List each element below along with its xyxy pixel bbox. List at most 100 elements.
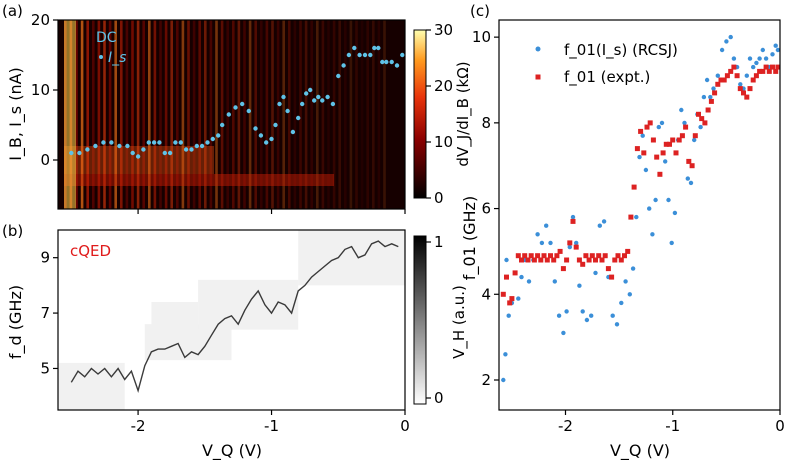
- heatmap-edge-bright: [64, 20, 76, 209]
- expt-point: [741, 90, 746, 96]
- rcsj-point: [539, 240, 545, 246]
- heatmap-band: [131, 20, 134, 209]
- rcsj-point: [593, 270, 598, 276]
- heatmap-band: [282, 20, 285, 209]
- heatmap-band: [142, 20, 145, 209]
- expt-point: [531, 257, 537, 263]
- heatmap-band: [265, 20, 269, 209]
- is-curve-point: [199, 143, 205, 149]
- x-tick-label: 0: [400, 417, 410, 435]
- expt-point: [596, 253, 602, 259]
- expt-point: [673, 150, 679, 156]
- is-curve-point: [357, 52, 362, 58]
- panel-c: -2 -1 0 2 4 6 8 10 f_01(I_s) (RCSJ) f_01 (expt.…: [460, 19, 785, 461]
- panel-c-legend: f_01(I_s) (RCSJ) f_01 (expt.): [535, 41, 678, 87]
- heatmap-band: [327, 20, 330, 209]
- panel-c-xlabel: V_Q (V): [610, 441, 670, 461]
- is-curve-point: [85, 147, 90, 152]
- rcsj-point: [501, 377, 506, 383]
- rcsj-point: [589, 313, 594, 318]
- rcsj-point: [685, 176, 690, 181]
- heatmap-band: [366, 20, 369, 209]
- panel-label-c: (c): [470, 2, 490, 20]
- is-curve-point: [109, 140, 114, 145]
- is-curve-point: [101, 140, 106, 145]
- expt-point: [773, 68, 779, 74]
- is-curve-point: [77, 150, 82, 156]
- panel-a: 0 10 20 DC I_s I_B, I_s (nA) 0 10 20 30 dV_J/…: [6, 11, 473, 214]
- panel-b-annotation: cQED: [70, 242, 111, 260]
- expt-point: [667, 141, 672, 147]
- heatmap-band: [349, 20, 353, 209]
- rcsj-point: [516, 296, 521, 301]
- expt-point: [647, 120, 653, 126]
- y-tick-label: 10: [31, 81, 50, 99]
- rcsj-point: [688, 180, 694, 186]
- colorbar-tick-label: 20: [434, 77, 453, 95]
- rcsj-point: [634, 214, 639, 220]
- is-curve-point: [304, 91, 309, 96]
- y-tick-label: 0: [40, 151, 50, 169]
- is-curve-point: [135, 154, 141, 159]
- is-curve-point: [372, 45, 377, 51]
- rcsj-point: [757, 56, 762, 61]
- heatmap-band: [338, 20, 341, 209]
- colorbar-tick-label: 30: [434, 21, 453, 39]
- is-curve-point: [269, 136, 274, 142]
- rcsj-point: [773, 43, 778, 48]
- heatmap-ridge-lower: [64, 174, 334, 186]
- expt-point: [715, 81, 721, 87]
- y-tick-label: 6: [481, 200, 491, 218]
- heatmap-band: [304, 20, 308, 209]
- rcsj-point: [535, 232, 540, 237]
- expt-point: [500, 291, 506, 297]
- rcsj-point: [619, 300, 624, 306]
- panel-b-scan-patches: [58, 230, 405, 410]
- panel-b-ylabel: f_d (GHz): [6, 285, 26, 359]
- expt-point: [586, 257, 592, 263]
- expt-point: [557, 248, 563, 254]
- expt-point: [567, 240, 573, 246]
- rcsj-point: [738, 82, 743, 87]
- colorbar-tick-label: 1: [434, 233, 444, 251]
- expt-point: [504, 274, 509, 280]
- is-curve-point: [194, 143, 199, 149]
- expt-point: [638, 128, 644, 134]
- panel-a-legend-entry: I_s: [108, 50, 126, 66]
- is-curve-point: [290, 129, 296, 135]
- resonance-trace: [70, 240, 399, 393]
- is-curve-point: [146, 140, 151, 145]
- x-tick-label: -1: [264, 417, 279, 435]
- panel-a-colorbar-ticks: 0 10 20 30: [426, 21, 453, 207]
- expt-point: [618, 257, 624, 263]
- rcsj-point: [751, 64, 756, 70]
- expt-point: [538, 257, 544, 263]
- rcsj-point: [610, 313, 615, 318]
- panel-a-ylabel: I_B, I_s (nA): [6, 67, 26, 161]
- is-curve-point: [346, 52, 352, 58]
- is-curve-point: [300, 101, 305, 107]
- expt-point: [631, 184, 637, 190]
- expt-point: [515, 253, 521, 259]
- is-curve-point: [384, 59, 389, 65]
- rcsj-point: [643, 167, 649, 173]
- panel-b-colorbar-label: V_H (a.u.): [450, 285, 469, 359]
- rcsj-point: [770, 52, 775, 57]
- heatmap-band: [316, 20, 319, 209]
- panel-a-heatmap: [64, 20, 386, 209]
- heatmap-band: [355, 20, 358, 209]
- heatmap-band: [293, 20, 297, 209]
- rcsj-point: [647, 206, 652, 211]
- is-curve-point: [325, 94, 330, 100]
- expt-point: [775, 64, 781, 70]
- expt-point: [747, 86, 753, 92]
- rcsj-point: [567, 244, 572, 250]
- expt-point: [766, 68, 772, 74]
- rcsj-point: [503, 352, 508, 357]
- y-tick-label: 9: [40, 249, 50, 267]
- expt-point: [679, 133, 685, 139]
- rcsj-point: [526, 279, 532, 284]
- heatmap-band: [80, 20, 84, 209]
